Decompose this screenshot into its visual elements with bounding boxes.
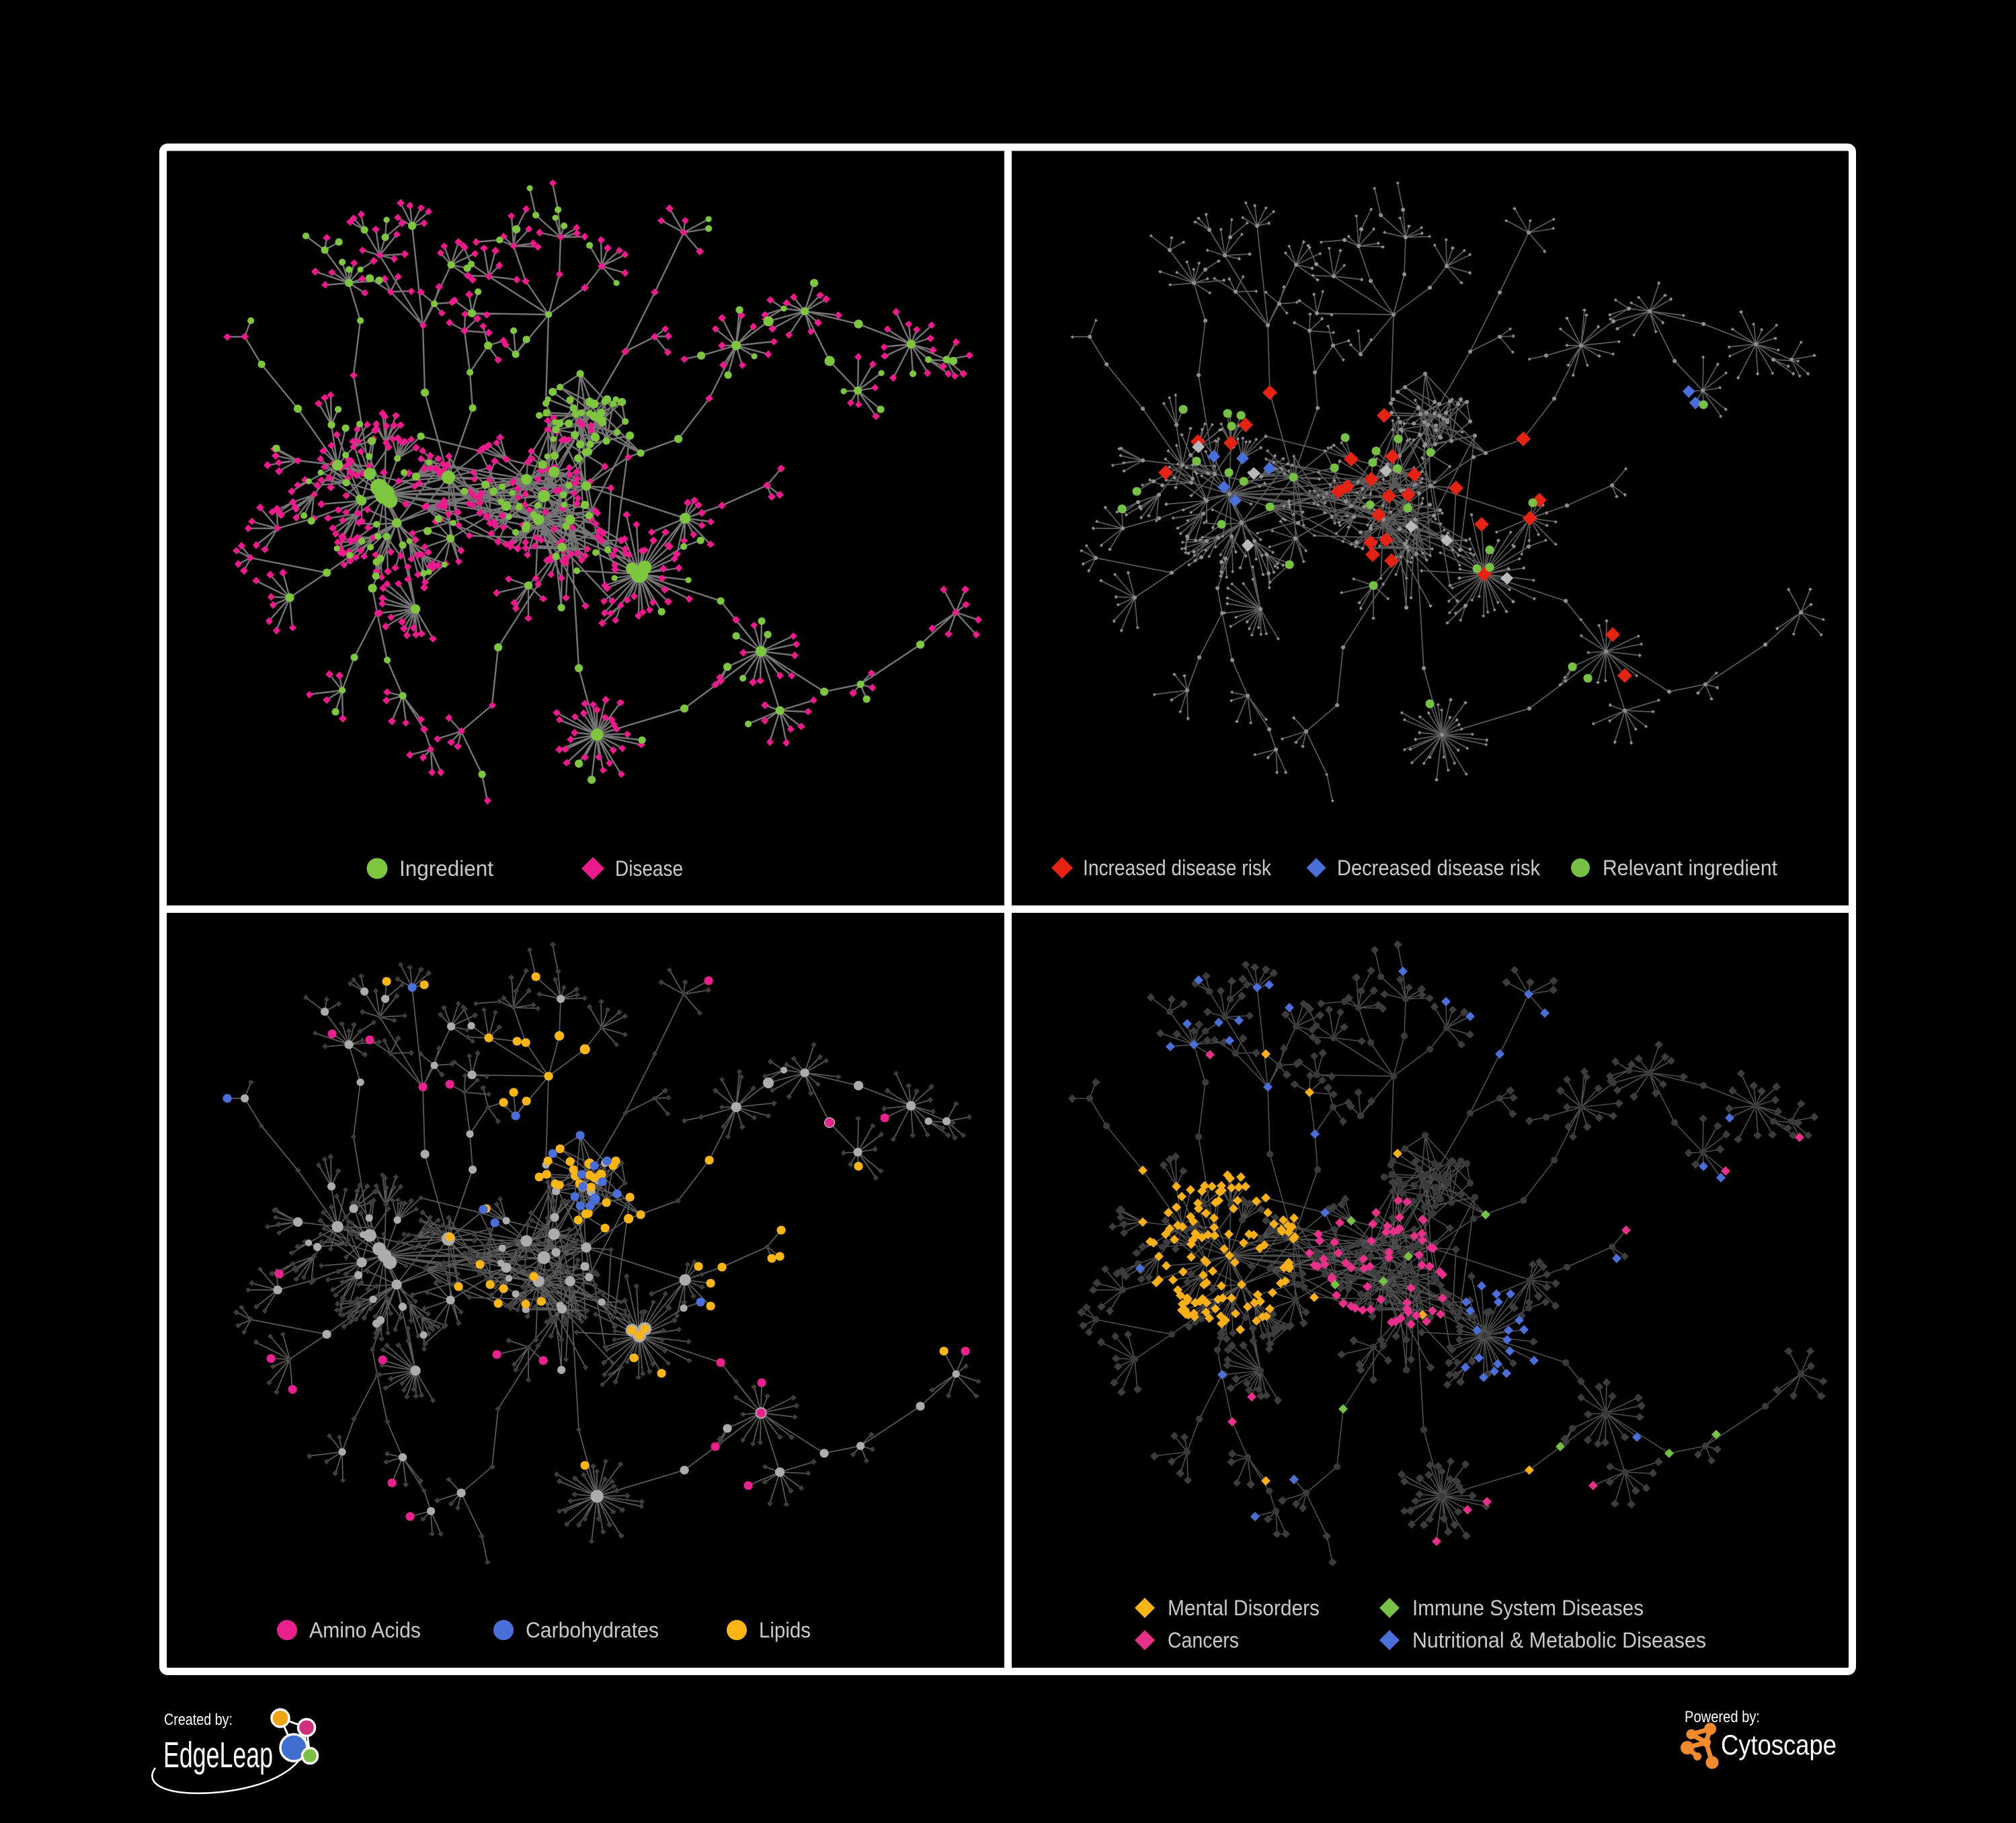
svg-text:Nutritional & Metabolic Diseas: Nutritional & Metabolic Diseases (1412, 1628, 1706, 1652)
svg-text:Lipids: Lipids (759, 1618, 811, 1642)
svg-text:Created by:: Created by: (164, 1711, 233, 1729)
svg-text:Mental Disorders: Mental Disorders (1168, 1596, 1320, 1620)
svg-text:Increased disease risk: Increased disease risk (1083, 856, 1272, 880)
svg-text:Decreased disease risk: Decreased disease risk (1337, 856, 1541, 880)
svg-text:Amino Acids: Amino Acids (309, 1618, 421, 1642)
svg-text:Carbohydrates: Carbohydrates (526, 1618, 659, 1642)
svg-text:Ingredient: Ingredient (399, 856, 493, 881)
svg-text:Cytoscape: Cytoscape (1721, 1729, 1837, 1760)
svg-text:Relevant ingredient: Relevant ingredient (1603, 856, 1777, 880)
svg-text:Disease: Disease (615, 856, 683, 881)
svg-text:EdgeLeap: EdgeLeap (163, 1735, 273, 1775)
svg-text:Powered by:: Powered by: (1685, 1708, 1760, 1726)
svg-text:Cancers: Cancers (1168, 1628, 1239, 1652)
svg-text:Immune System Diseases: Immune System Diseases (1412, 1596, 1644, 1620)
